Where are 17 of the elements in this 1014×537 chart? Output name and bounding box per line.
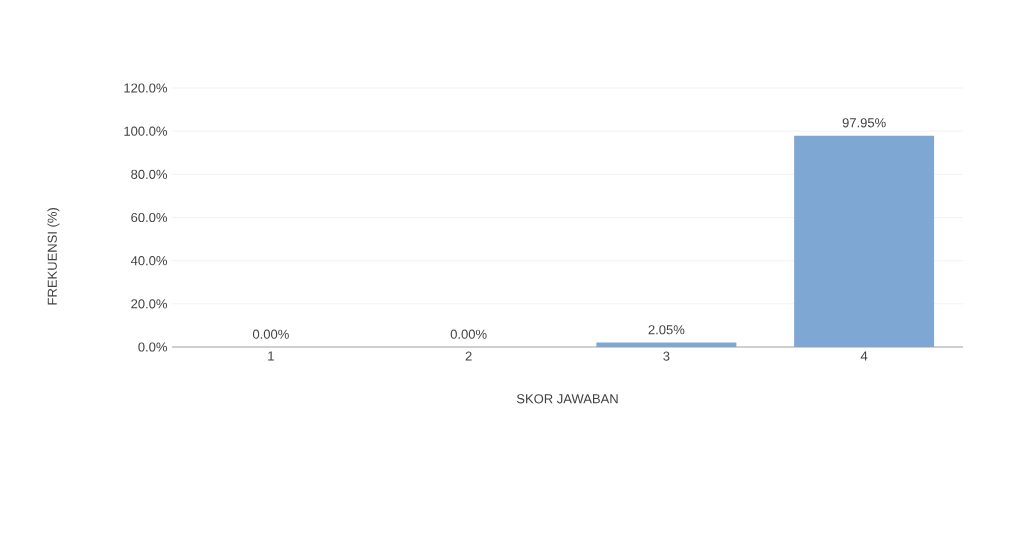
x-tick-label: 1 bbox=[268, 351, 274, 361]
data-label: 0.00% bbox=[450, 329, 487, 339]
y-tick-label: 120.0% bbox=[124, 83, 168, 93]
y-tick-label: 0.0% bbox=[138, 342, 168, 352]
y-tick-label: 80.0% bbox=[131, 169, 168, 179]
y-tick-label: 20.0% bbox=[131, 299, 168, 309]
x-tick-label: 3 bbox=[663, 351, 670, 361]
y-tick-label: 100.0% bbox=[124, 126, 168, 136]
x-tick-label: 4 bbox=[860, 351, 868, 361]
x-tick-label: 2 bbox=[465, 351, 472, 361]
y-tick-label: 60.0% bbox=[131, 212, 168, 223]
y-axis-title: FREKUENSI (%) bbox=[47, 208, 60, 305]
data-label: 97.95% bbox=[842, 118, 886, 128]
x-axis-title: SKOR JAWABAN bbox=[516, 394, 618, 404]
y-tick-label: 40.0% bbox=[130, 256, 168, 266]
data-label: 2.05% bbox=[648, 325, 685, 335]
data-label: 0.00% bbox=[252, 329, 289, 339]
